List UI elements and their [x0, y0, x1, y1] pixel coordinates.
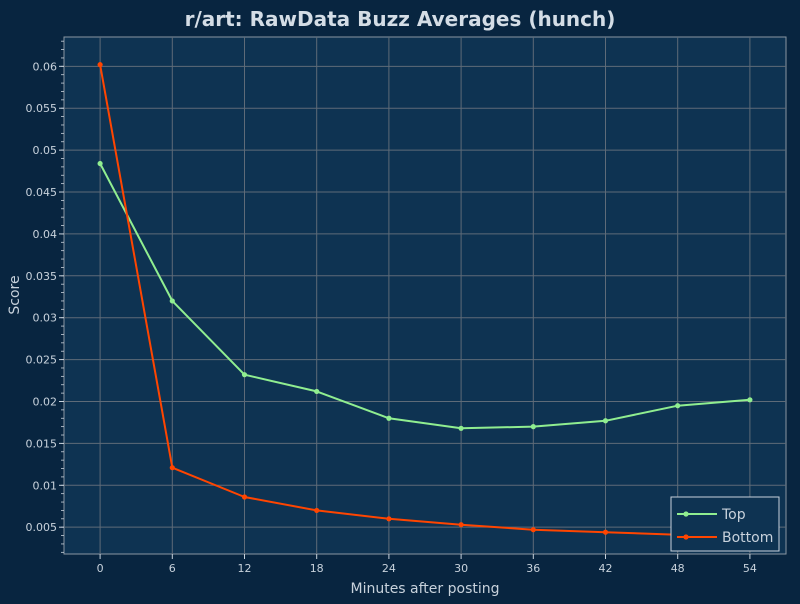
legend-bottom-label: Bottom: [722, 530, 773, 546]
axis-ticks: 0 6 12 18 24 30 36 42 48 54 0.005 0.01 0.015 0.02 0.02…: [26, 40, 757, 575]
y-tick-label: 0.01: [33, 479, 58, 492]
series-top-point: [97, 160, 103, 167]
series-top-point: [241, 372, 248, 378]
y-tick-label: 0.015: [26, 437, 58, 450]
series-bottom-point: [386, 516, 392, 522]
series-bottom-point: [241, 494, 248, 500]
y-tick-label: 0.04: [33, 228, 58, 241]
series-top-point: [747, 397, 753, 403]
legend-top-swatch-marker: [683, 511, 689, 517]
series-bottom-point: [458, 522, 464, 528]
legend-box: [670, 496, 780, 552]
y-tick-label: 0.035: [26, 270, 58, 283]
legend-top-label: Top: [721, 507, 746, 523]
x-tick-label: 30: [454, 562, 468, 575]
y-tick-label: 0.045: [26, 186, 58, 199]
x-tick-label: 54: [743, 562, 757, 575]
plot-area: [63, 36, 787, 555]
x-axis-label: Minutes after posting: [350, 581, 499, 597]
grid-lines: [64, 37, 786, 554]
x-tick-label: 18: [310, 562, 324, 575]
y-tick-label: 0.03: [33, 312, 58, 325]
series-bottom-point: [530, 527, 536, 533]
x-tick-label: 6: [169, 562, 176, 575]
x-tick-label: 36: [526, 562, 540, 575]
series-bottom-point: [314, 507, 320, 514]
x-tick-label: 24: [382, 562, 396, 575]
series-top-point: [386, 415, 392, 421]
legend-bottom-swatch-marker: [683, 534, 689, 540]
series-top-point: [675, 403, 681, 409]
series-top-point: [530, 424, 536, 430]
series-top-line: [99, 163, 750, 430]
series-bottom-point: [169, 465, 175, 471]
x-tick-label: 12: [238, 562, 252, 575]
x-tick-label: 48: [671, 562, 685, 575]
series-bottom-point: [97, 62, 103, 68]
y-axis-label: Score: [7, 275, 23, 314]
y-tick-label: 0.05: [33, 144, 58, 157]
x-tick-label: 0: [97, 562, 104, 575]
y-tick-label: 0.02: [33, 395, 58, 408]
y-tick-label: 0.025: [26, 354, 58, 367]
series-top-point: [458, 425, 464, 431]
series-top-point: [169, 298, 175, 304]
chart-title: r/art: RawData Buzz Averages (hunch): [185, 7, 616, 31]
y-tick-label: 0.005: [26, 521, 58, 534]
y-tick-label: 0.06: [33, 60, 58, 73]
y-tick-label: 0.055: [26, 102, 58, 115]
x-tick-label: 42: [599, 562, 613, 575]
series-bottom-point: [602, 529, 609, 535]
series-top-point: [314, 388, 320, 395]
series-bottom-line: [99, 64, 750, 538]
series-top-point: [602, 418, 609, 424]
legend: Top Bottom: [670, 496, 780, 552]
